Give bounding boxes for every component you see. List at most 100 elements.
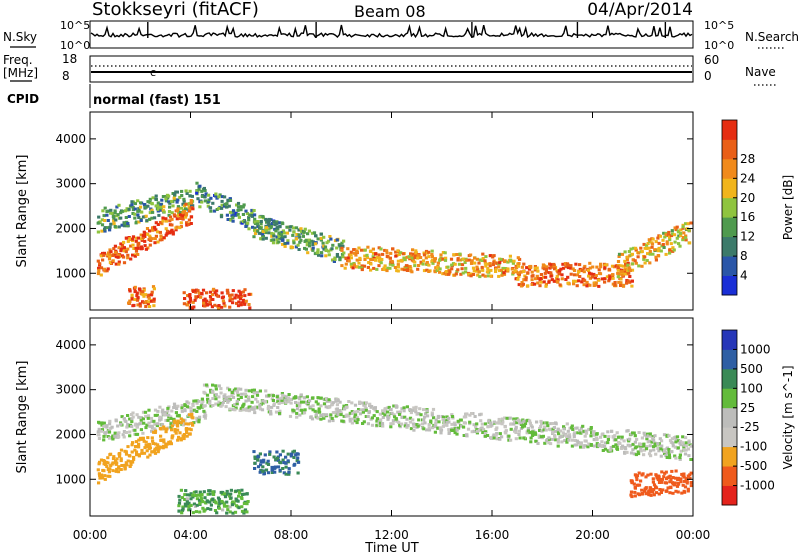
heatmap-cell — [159, 203, 163, 207]
heatmap-cell — [183, 297, 187, 300]
heatmap-cell — [148, 243, 152, 247]
heatmap-cell — [176, 198, 180, 202]
heatmap-cell — [608, 275, 613, 279]
heatmap-cell — [161, 412, 165, 416]
heatmap-cell — [164, 199, 168, 203]
heatmap-cell — [459, 272, 463, 276]
heatmap-cell — [100, 428, 105, 432]
heatmap-cell — [389, 251, 393, 255]
heatmap-cell — [673, 481, 677, 485]
noise-left-label: N.Sky — [3, 30, 37, 44]
heatmap-cell — [228, 199, 233, 202]
heatmap-cell — [426, 414, 430, 418]
heatmap-cell — [671, 476, 675, 479]
heatmap-cell — [542, 280, 546, 284]
heatmap-cell — [236, 499, 240, 503]
heatmap-cell — [119, 459, 123, 463]
heatmap-cell — [612, 265, 616, 269]
heatmap-cell — [537, 434, 541, 438]
heatmap-cell — [212, 287, 216, 291]
heatmap-cell — [130, 417, 134, 421]
heatmap-cell — [102, 421, 106, 425]
heatmap-cell — [146, 445, 150, 449]
heatmap-cell — [594, 274, 598, 277]
heatmap-cell — [127, 215, 131, 218]
heatmap-cell — [455, 432, 459, 436]
heatmap-cell — [357, 408, 361, 411]
heatmap-cell — [629, 490, 634, 494]
heatmap-cell — [441, 257, 445, 261]
heatmap-cell — [122, 224, 127, 228]
heatmap-cell — [362, 264, 367, 268]
heatmap-cell — [553, 267, 557, 271]
heatmap-cell — [167, 442, 171, 446]
heatmap-cell — [408, 416, 413, 420]
heatmap-cell — [655, 476, 659, 480]
heatmap-cell — [180, 194, 184, 197]
heatmap-cell — [556, 427, 560, 431]
heatmap-cell — [178, 210, 182, 214]
heatmap-cell — [620, 435, 624, 439]
heatmap-cell — [364, 407, 368, 411]
heatmap-cell — [233, 213, 238, 217]
heatmap-cell — [433, 269, 437, 273]
heatmap-cell — [129, 244, 133, 248]
heatmap-cell — [117, 225, 121, 229]
heatmap-cell — [439, 253, 443, 257]
heatmap-cell — [319, 236, 323, 240]
heatmap-cell — [139, 428, 143, 432]
heatmap-cell — [278, 409, 282, 413]
heatmap-cell — [658, 488, 662, 491]
heatmap-cell — [593, 283, 597, 287]
heatmap-cell — [444, 270, 448, 273]
heatmap-cell — [192, 502, 196, 506]
heatmap-cell — [342, 239, 346, 243]
heatmap-cell — [650, 245, 654, 249]
heatmap-cell — [668, 248, 672, 252]
heatmap-cell — [423, 421, 427, 425]
heatmap-cell — [131, 415, 135, 419]
heatmap-cell — [639, 443, 643, 447]
heatmap-cell — [156, 422, 160, 426]
heatmap-cell — [674, 440, 678, 444]
heatmap-cell — [454, 272, 458, 276]
heatmap-cell — [205, 499, 209, 503]
heatmap-cell — [208, 489, 212, 493]
heatmap-cell — [411, 408, 415, 412]
heatmap-cell — [370, 423, 375, 427]
heatmap-cell — [524, 276, 528, 280]
heatmap-cell — [589, 443, 593, 446]
heatmap-cell — [646, 252, 650, 256]
heatmap-cell — [287, 400, 291, 404]
heatmap-cell — [142, 294, 146, 298]
heatmap-cell — [150, 208, 154, 212]
heatmap-cell — [370, 416, 374, 420]
noise-right-label: N.Search — [745, 30, 799, 44]
heatmap-cell — [319, 396, 323, 400]
heatmap-cell — [181, 419, 185, 423]
heatmap-cell — [280, 392, 284, 395]
heatmap-cell — [144, 247, 148, 251]
heatmap-cell — [495, 421, 499, 425]
heatmap-cell — [160, 238, 164, 242]
heatmap-cell — [379, 261, 383, 265]
heatmap-cell — [678, 441, 682, 445]
heatmap-cell — [147, 293, 151, 297]
heatmap-cell — [122, 255, 126, 259]
heatmap-cell — [229, 488, 233, 492]
heatmap-cell — [605, 275, 609, 279]
heatmap-cell — [159, 438, 163, 442]
heatmap-cell — [518, 257, 522, 261]
heatmap-cell — [253, 232, 258, 235]
heatmap-cell — [299, 227, 303, 231]
heatmap-cell — [355, 421, 359, 425]
heatmap-cell — [259, 226, 263, 230]
heatmap-cell — [137, 438, 141, 442]
heatmap-cell — [637, 452, 641, 456]
heatmap-cell — [109, 452, 113, 456]
heatmap-cell — [331, 243, 335, 247]
heatmap-cell — [349, 262, 353, 266]
heatmap-cell — [182, 437, 186, 441]
heatmap-cell — [266, 404, 271, 408]
